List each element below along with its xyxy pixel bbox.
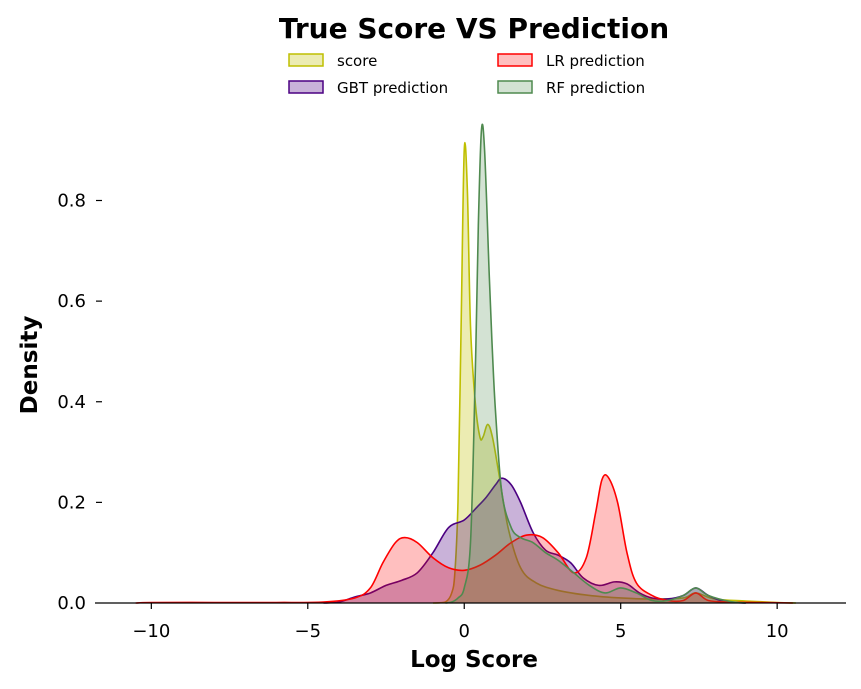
legend-label-lr-prediction: LR prediction	[546, 52, 645, 70]
x-tick-label: 10	[766, 621, 789, 642]
y-tick-label: 0.8	[57, 191, 86, 212]
y-tick-label: 0.4	[57, 392, 86, 413]
legend-swatch-gbt-prediction	[288, 80, 324, 94]
legend-entry-rf-prediction: RF prediction	[497, 79, 645, 97]
x-tick-label: 0	[459, 621, 470, 642]
density-line-gbt-prediction	[323, 477, 746, 604]
y-axis-ticks: 0.0 0.2 0.4 0.6 0.8	[57, 191, 102, 614]
legend-label-rf-prediction: RF prediction	[546, 79, 645, 97]
x-axis-ticks: −10 −5 0 5 10	[132, 603, 789, 642]
legend-label-score: score	[337, 52, 377, 70]
series-rf-prediction	[445, 123, 746, 604]
y-tick-label: 0.6	[57, 291, 86, 312]
legend-entry-score: score	[288, 52, 377, 70]
density-area-lr-prediction	[135, 474, 793, 603]
x-tick-label: −5	[295, 621, 322, 642]
legend-swatch-lr-prediction	[497, 53, 533, 67]
y-axis-label: Density	[17, 316, 43, 415]
density-area-gbt-prediction	[323, 478, 746, 603]
series-layer	[135, 123, 796, 604]
legend-label-gbt-prediction: GBT prediction	[337, 79, 448, 97]
series-gbt-prediction	[323, 477, 746, 604]
chart-title: True Score VS Prediction	[279, 12, 669, 45]
legend-swatch-score	[288, 53, 324, 67]
legend-entry-lr-prediction: LR prediction	[497, 52, 645, 70]
y-tick-label: 0.0	[57, 593, 86, 614]
density-area-rf-prediction	[445, 124, 746, 603]
legend: score LR prediction GBT prediction RF pr…	[288, 52, 645, 97]
legend-entry-gbt-prediction: GBT prediction	[288, 79, 448, 97]
density-line-rf-prediction	[445, 123, 746, 604]
x-tick-label: 5	[615, 621, 626, 642]
x-tick-label: −10	[132, 621, 170, 642]
legend-swatch-rf-prediction	[497, 80, 533, 94]
x-axis-label: Log Score	[410, 647, 538, 673]
density-line-score	[432, 142, 796, 604]
y-tick-label: 0.2	[57, 492, 86, 513]
